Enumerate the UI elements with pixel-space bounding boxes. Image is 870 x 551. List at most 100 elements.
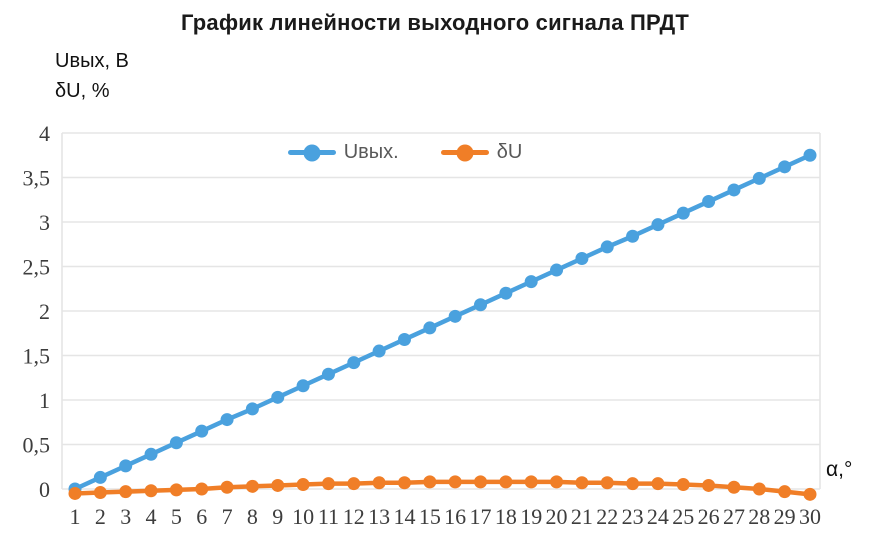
x-tick-label: 10 xyxy=(292,504,314,529)
data-point[interactable] xyxy=(423,321,437,335)
data-point[interactable] xyxy=(220,480,234,494)
data-point[interactable] xyxy=(195,424,209,438)
data-point[interactable] xyxy=(474,298,488,312)
y-tick-label: 0,5 xyxy=(23,433,51,458)
legend-item-uvyh[interactable]: Uвых. xyxy=(287,141,399,164)
data-point[interactable] xyxy=(651,218,665,232)
data-point[interactable] xyxy=(575,476,589,490)
x-tick-label: 28 xyxy=(748,504,770,529)
data-point[interactable] xyxy=(727,480,741,494)
data-point[interactable] xyxy=(144,484,158,498)
data-point[interactable] xyxy=(321,477,335,491)
x-tick-label: 8 xyxy=(247,504,258,529)
data-point[interactable] xyxy=(119,485,133,499)
x-tick-label: 4 xyxy=(146,504,157,529)
y-tick-label: 0 xyxy=(39,477,50,502)
y-tick-label: 4 xyxy=(39,121,50,146)
data-point[interactable] xyxy=(778,160,792,174)
data-point[interactable] xyxy=(321,367,335,381)
data-point[interactable] xyxy=(397,332,411,346)
x-tick-label: 7 xyxy=(222,504,233,529)
legend-item-du[interactable]: δU xyxy=(440,141,523,164)
x-tick-label: 20 xyxy=(546,504,568,529)
y-tick-label: 3,5 xyxy=(23,166,51,191)
x-tick-label: 21 xyxy=(571,504,593,529)
data-point[interactable] xyxy=(727,183,741,197)
data-point[interactable] xyxy=(169,436,183,450)
data-point[interactable] xyxy=(600,240,614,254)
data-point[interactable] xyxy=(524,475,538,489)
x-tick-label: 22 xyxy=(596,504,618,529)
data-point[interactable] xyxy=(271,478,285,492)
data-point[interactable] xyxy=(600,476,614,490)
data-point[interactable] xyxy=(626,229,640,243)
data-point[interactable] xyxy=(752,171,766,185)
x-tick-label: 29 xyxy=(774,504,796,529)
x-tick-label: 27 xyxy=(723,504,745,529)
x-tick-label: 13 xyxy=(368,504,390,529)
x-tick-label: 12 xyxy=(343,504,365,529)
legend-marker-uvyh-icon xyxy=(287,150,336,155)
data-point[interactable] xyxy=(651,477,665,491)
data-point[interactable] xyxy=(676,478,690,492)
x-axis-unit-label: α,° xyxy=(826,458,853,481)
y-tick-label: 3 xyxy=(39,210,50,235)
data-point[interactable] xyxy=(803,148,817,162)
data-point[interactable] xyxy=(702,195,716,209)
data-point[interactable] xyxy=(397,476,411,490)
data-point[interactable] xyxy=(803,487,817,501)
data-point[interactable] xyxy=(347,477,361,491)
data-point[interactable] xyxy=(702,478,716,492)
data-point[interactable] xyxy=(778,485,792,499)
x-tick-label: 23 xyxy=(622,504,644,529)
x-tick-label: 18 xyxy=(495,504,517,529)
data-point[interactable] xyxy=(423,475,437,489)
data-point[interactable] xyxy=(195,482,209,496)
x-tick-label: 17 xyxy=(470,504,492,529)
data-point[interactable] xyxy=(448,309,462,323)
x-tick-label: 24 xyxy=(647,504,669,529)
x-tick-label: 16 xyxy=(444,504,466,529)
x-tick-label: 19 xyxy=(520,504,542,529)
data-point[interactable] xyxy=(93,470,107,484)
data-point[interactable] xyxy=(68,486,82,500)
x-tick-label: 3 xyxy=(120,504,131,529)
data-point[interactable] xyxy=(448,475,462,489)
data-point[interactable] xyxy=(245,479,259,493)
data-point[interactable] xyxy=(676,206,690,220)
x-tick-label: 5 xyxy=(171,504,182,529)
data-point[interactable] xyxy=(119,459,133,473)
x-tick-label: 11 xyxy=(318,504,339,529)
data-point[interactable] xyxy=(93,486,107,500)
data-point[interactable] xyxy=(144,447,158,461)
y-axis-unit-line1: Uвых, В xyxy=(55,50,129,72)
y-axis-unit-line2: δU, % xyxy=(55,80,110,102)
data-point[interactable] xyxy=(296,379,310,393)
x-tick-label: 9 xyxy=(272,504,283,529)
data-point[interactable] xyxy=(296,478,310,492)
data-point[interactable] xyxy=(550,475,564,489)
data-point[interactable] xyxy=(271,390,285,404)
data-point[interactable] xyxy=(220,413,234,427)
data-point[interactable] xyxy=(499,286,513,300)
y-axis-unit-label: Uвых, В δU, % xyxy=(55,46,129,106)
legend-label-du: δU xyxy=(496,141,523,163)
data-point[interactable] xyxy=(575,251,589,265)
data-point[interactable] xyxy=(169,483,183,497)
data-point[interactable] xyxy=(550,263,564,277)
data-point[interactable] xyxy=(372,476,386,490)
series-line-0 xyxy=(72,153,813,492)
data-point[interactable] xyxy=(372,344,386,358)
y-tick-label: 1 xyxy=(39,388,50,413)
data-point[interactable] xyxy=(245,402,259,416)
data-point[interactable] xyxy=(524,275,538,289)
x-tick-label: 2 xyxy=(95,504,106,529)
y-tick-label: 2,5 xyxy=(23,255,51,280)
data-point[interactable] xyxy=(752,482,766,496)
data-point[interactable] xyxy=(474,475,488,489)
data-point[interactable] xyxy=(499,475,513,489)
x-tick-label: 1 xyxy=(70,504,81,529)
y-tick-label: 2 xyxy=(39,299,50,324)
data-point[interactable] xyxy=(347,356,361,370)
data-point[interactable] xyxy=(626,477,640,491)
